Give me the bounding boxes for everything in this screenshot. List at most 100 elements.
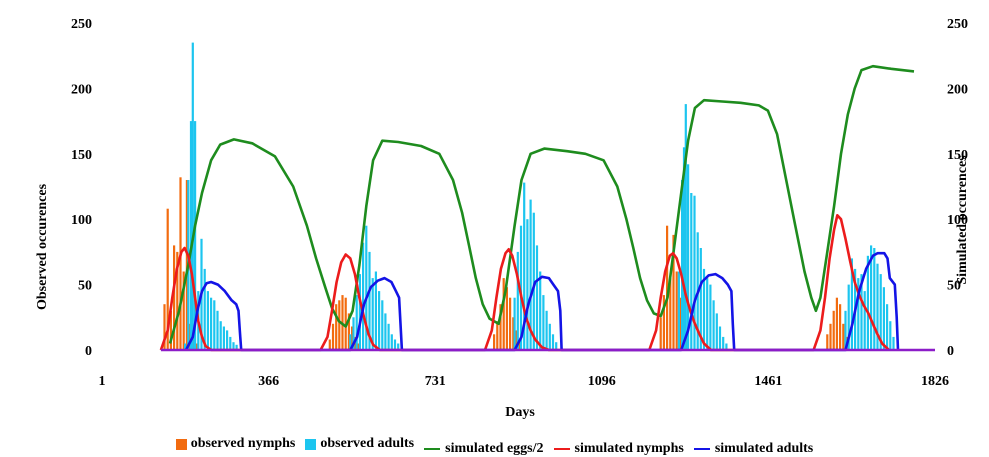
observed-adults-bar-0 [184,343,187,350]
observed-adults-bar-3 [191,42,194,350]
x-tick-label: 1461 [754,374,782,389]
y-right-tick-label: 50 [947,279,961,294]
observed-nymphs-bar-21 [493,334,496,350]
observed-adults-bar-80 [892,336,895,350]
observed-nymphs-bar-25 [505,287,508,350]
observed-adults-bar-17 [235,344,238,350]
observed-adults-bar-69 [857,278,860,350]
observed-adults-bar-15 [229,336,232,350]
observed-adults-bar-52 [687,164,690,350]
observed-nymphs-bar-24 [502,278,505,350]
y-right-tick-label: 0 [947,344,954,359]
observed-nymphs-bar-29 [518,339,521,350]
observed-adults-bar-79 [889,321,892,350]
observed-adults-bar-38 [526,219,529,350]
observed-adults-bar-53 [690,193,693,350]
observed-adults-bar-20 [355,295,358,350]
observed-nymphs-bar-7 [185,180,188,350]
observed-adults-bar-61 [715,313,718,350]
observed-adults-bar-56 [699,248,702,350]
observed-adults-bar-7 [203,268,206,350]
observed-nymphs-bar-20 [357,343,360,350]
y-right-tick-label: 100 [947,213,968,228]
legend-item-simulated-eggs-2: simulated eggs/2 [424,440,544,457]
observed-adults-bar-9 [210,297,213,350]
observed-nymphs-bar-1 [166,208,169,350]
observed-adults-bar-51 [684,104,687,350]
observed-adults-bar-33 [397,343,400,350]
observed-adults-bar-48 [677,271,680,350]
observed-adults-bar-66 [847,284,850,350]
legend: observed nymphs observed adults simulated … [0,436,989,457]
observed-adults-bar-44 [545,310,548,350]
y-axis-title-left: Observed occurences [35,183,50,310]
legend-label: simulated eggs/2 [445,440,544,456]
y-axis-title-right: Simulated occurences [955,155,970,285]
observed-adults-bar-36 [519,225,523,350]
observed-adults-bar-32 [393,339,397,350]
observed-adults-bar-45 [548,323,551,350]
legend-item-observed-adults: observed adults [305,436,414,452]
observed-nymphs-bar-6 [182,271,185,350]
legend-swatch [175,438,187,450]
observed-adults-bar-41 [535,245,539,350]
observed-adults-bar-11 [216,310,219,350]
observed-adults-bar-67 [850,258,853,350]
legend-item-simulated-nymphs: simulated nymphs [553,440,684,457]
y-right-tick-label: 150 [947,148,968,163]
x-tick-label: 366 [258,374,279,389]
observed-nymphs-bar-39 [826,334,829,350]
legend-label: simulated adults [714,440,814,456]
observed-nymphs-bar-28 [515,330,518,350]
y-left-tick-label: 50 [78,279,92,294]
observed-adults-bar-46 [551,334,555,350]
observed-nymphs-bar-19 [354,336,357,350]
observed-adults-bar-43 [542,295,545,350]
observed-nymphs-bar-30 [659,317,662,350]
observed-adults-bar-29 [384,313,387,350]
observed-adults-bar-58 [706,278,709,350]
observed-adults-bar-2 [189,121,193,350]
observed-adults-bar-62 [718,326,722,350]
observed-adults-bar-71 [863,291,866,350]
observed-adults-bar-10 [213,300,216,350]
observed-adults-bar-25 [371,278,374,350]
observed-adults-bar-73 [870,245,873,350]
observed-adults-bar-12 [219,321,222,350]
x-tick-label: 1 [99,374,106,389]
observed-adults-bar-18 [349,334,352,350]
observed-adults-bar-50 [682,147,686,350]
legend-swatch [424,447,441,450]
simulated-adults-line [184,251,900,352]
observed-adults-bar-4 [194,121,197,350]
observed-adults-bar-30 [387,323,390,350]
observed-adults-bar-37 [523,182,526,350]
observed-adults-bar-72 [866,255,869,350]
observed-nymphs-bar-10 [195,343,198,350]
legend-item-simulated-adults: simulated adults [693,440,814,457]
observed-nymphs-bar-18 [351,326,354,350]
legend-swatch [305,438,317,450]
observed-adults-bar-75 [876,263,879,350]
legend-label: simulated nymphs [574,440,684,456]
observed-adults-bar-35 [516,251,519,350]
y-left-tick-labels: 0 50 100 150 200 250 [71,17,92,359]
observed-nymphs-bar-4 [176,251,179,350]
observed-adults-bar-14 [226,330,229,350]
observed-adults-bar-34 [513,297,516,350]
observed-adults-bar-31 [390,334,393,350]
observed-adults-bar-65 [844,310,847,350]
observed-adults-bar-28 [381,300,384,350]
y-right-tick-label: 250 [947,17,968,32]
observed-adults-bar-54 [693,195,696,350]
observed-adults-bar-40 [532,212,535,350]
legend-label: observed nymphs [190,436,296,451]
legend-swatch [693,447,710,450]
observed-adults-bar-47 [555,342,558,350]
x-tick-labels: 1 366 731 1096 1461 1826 [99,374,950,389]
observed-nymphs-bar-14 [338,300,341,350]
observed-nymphs-bar-3 [173,245,176,350]
observed-nymphs-bar-35 [675,271,678,350]
observed-adults-bar-21 [358,274,361,350]
observed-nymphs-bar-33 [669,278,672,350]
